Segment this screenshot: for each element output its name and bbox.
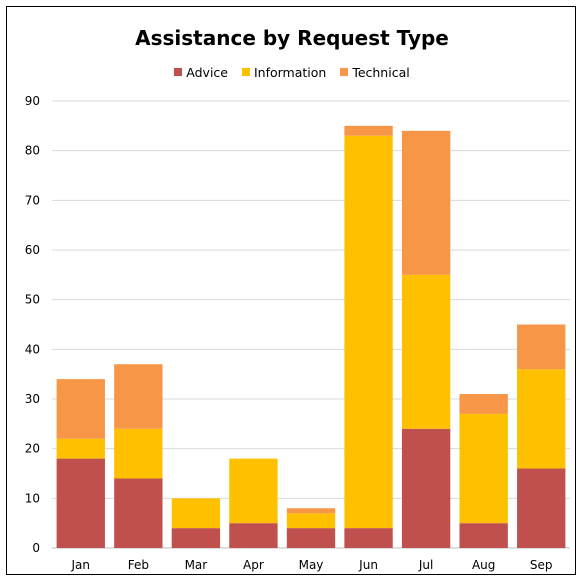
bar-advice-feb xyxy=(114,478,163,548)
bar-technical-feb xyxy=(114,364,163,429)
bar-technical-aug xyxy=(459,394,508,414)
legend-swatch-technical xyxy=(340,68,349,76)
bar-advice-jan xyxy=(56,458,105,548)
legend-item-advice: Advice xyxy=(174,65,228,80)
y-tick-label: 10 xyxy=(25,491,40,505)
bar-technical-jun xyxy=(344,125,393,136)
chart-frame: Assistance by Request Type Advice Inform… xyxy=(6,6,576,575)
bar-advice-aug xyxy=(459,523,508,548)
bar-information-sep xyxy=(517,369,566,469)
bar-information-aug xyxy=(459,413,508,524)
bar-advice-sep xyxy=(517,468,566,548)
bar-information-jan xyxy=(56,438,105,459)
x-tick-label: Aug xyxy=(472,558,495,572)
y-tick-label: 40 xyxy=(25,342,40,356)
bar-technical-sep xyxy=(517,324,566,370)
x-tick-label: Jul xyxy=(418,558,433,572)
bar-technical-may xyxy=(286,508,336,514)
bar-advice-may xyxy=(286,528,336,548)
bar-advice-mar xyxy=(171,528,221,548)
legend-label-advice: Advice xyxy=(186,64,228,80)
y-tick-label: 70 xyxy=(25,193,40,207)
chart-title: Assistance by Request Type xyxy=(135,26,449,50)
bar-information-apr xyxy=(229,458,278,524)
bar-information-feb xyxy=(114,428,163,479)
legend-label-information: Information xyxy=(253,64,327,80)
chart-legend: Advice Information Technical xyxy=(7,64,577,80)
bar-advice-apr xyxy=(229,523,278,548)
bar-information-may xyxy=(286,513,336,529)
bar-technical-jul xyxy=(401,130,451,275)
chart-plot: 0 10 20 30 40 50 60 70 80 90 Jan Feb Mar Apr May Jun Jul… xyxy=(25,94,570,572)
x-tick-label: Feb xyxy=(128,558,149,572)
bar-technical-jan xyxy=(56,379,105,439)
legend-item-technical: Technical xyxy=(340,64,410,80)
legend-swatch-information xyxy=(241,68,250,76)
legend-label-technical: Technical xyxy=(352,64,410,80)
y-tick-label: 20 xyxy=(25,442,40,456)
x-tick-label: Jun xyxy=(358,558,378,572)
y-tick-label: 50 xyxy=(25,293,40,307)
bar-advice-jul xyxy=(401,428,451,548)
bar-information-jul xyxy=(401,274,451,429)
y-tick-label: 30 xyxy=(25,392,40,406)
x-tick-label: Apr xyxy=(243,558,264,572)
legend-swatch-advice xyxy=(174,68,183,76)
bar-information-jun xyxy=(344,135,393,529)
x-tick-label: Sep xyxy=(530,558,553,572)
bar-advice-jun xyxy=(344,528,393,548)
y-tick-label: 0 xyxy=(32,541,40,555)
x-tick-label: May xyxy=(299,558,324,572)
bar-information-mar xyxy=(171,498,221,529)
x-tick-label: Jan xyxy=(71,558,91,572)
y-tick-label: 80 xyxy=(25,144,40,158)
y-tick-label: 60 xyxy=(25,243,40,257)
x-tick-label: Mar xyxy=(185,558,208,572)
y-tick-label: 90 xyxy=(25,94,40,108)
legend-item-information: Information xyxy=(241,64,327,80)
